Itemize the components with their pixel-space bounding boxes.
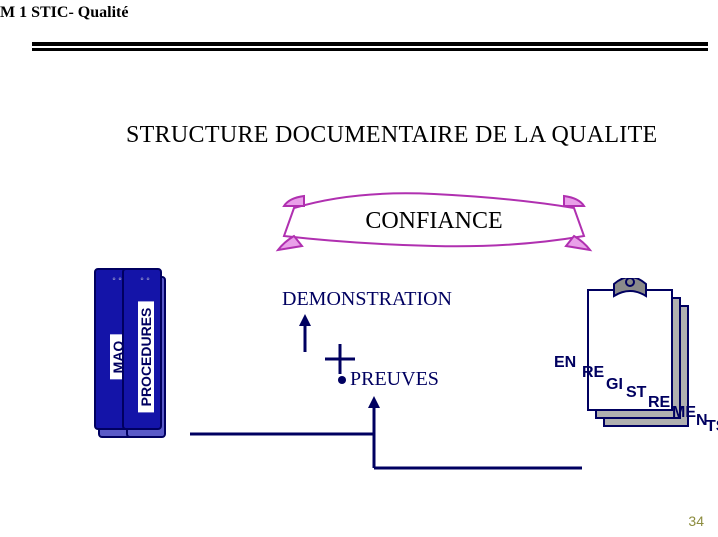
binder-procedures-label: PROCEDURES (138, 302, 154, 413)
enr-p8: TS (706, 418, 718, 436)
enr-p4: ST (626, 384, 646, 402)
enr-p3: GI (606, 376, 623, 394)
confidence-ribbon: CONFIANCE (274, 190, 594, 252)
enr-p6: ME (672, 404, 696, 422)
page-number: 34 (688, 513, 704, 529)
page-title: STRUCTURE DOCUMENTAIRE DE LA QUALITE (126, 122, 658, 149)
binder-procedures: PROCEDURES (126, 276, 166, 438)
ribbon-label: CONFIANCE (274, 190, 594, 252)
header-divider (32, 42, 708, 51)
enr-p2: RE (582, 364, 604, 382)
enr-p1: EN (554, 354, 576, 372)
enr-p5: RE (648, 394, 670, 412)
course-label: M 1 STIC- Qualité (0, 4, 128, 22)
